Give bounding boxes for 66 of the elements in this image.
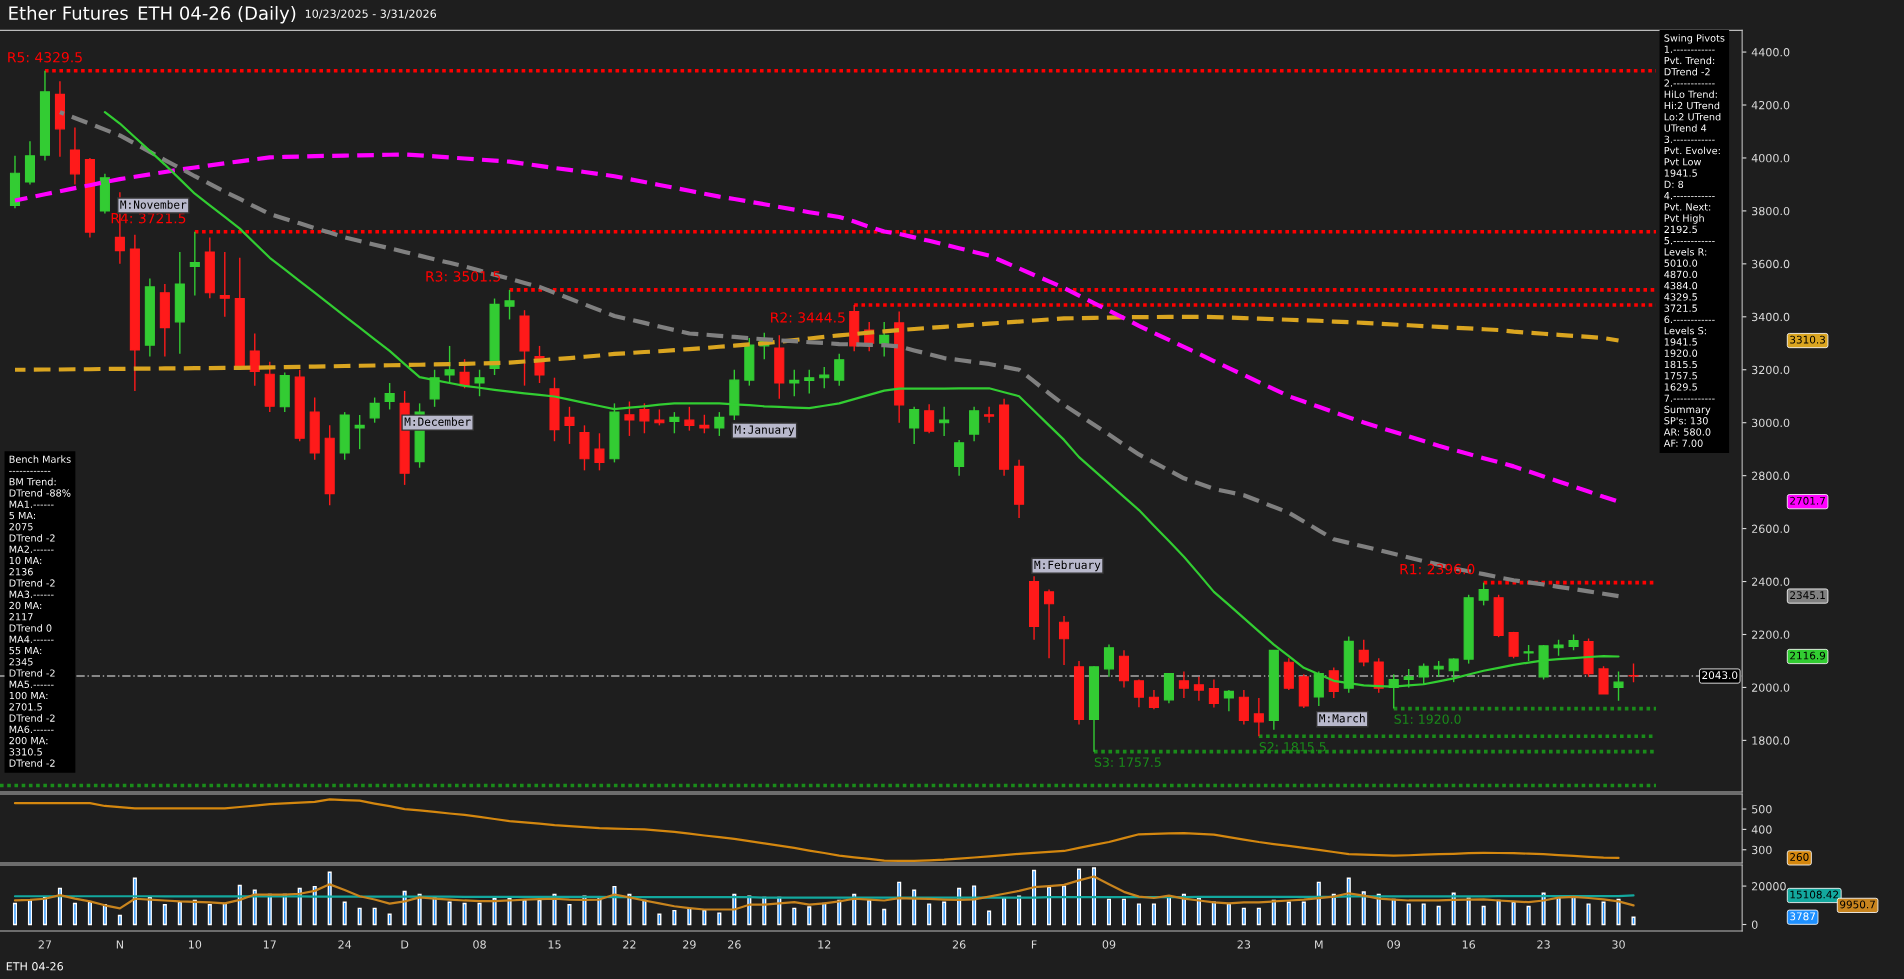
y-tick-label: 4200.0 <box>1751 100 1790 110</box>
ref-line-label: R5: 4329.5 <box>8 51 82 63</box>
y-tick-label: 500 <box>1752 805 1772 814</box>
y-tick-label: 400 <box>1751 825 1772 834</box>
y-tick-label: 3800.0 <box>1752 206 1790 216</box>
x-tick-label: 17 <box>263 940 276 949</box>
ref-line-label: S1: 1920.0 <box>1394 714 1461 724</box>
text: 3310.3 <box>1790 335 1825 344</box>
text: 2116.9 <box>1790 651 1826 660</box>
text: Bench Marks ------------ BM Trend: DTrend -88% MA1.------ 5 MA: 2075 DTrend -2 MA2.------ 10 MA: 2136 DTrend -2 MA3.------ 20 MA: 2117 DTrend 0 MA4.------ 55 MA: 2345 DTrend -2 MA5.------ 100 MA: 2701.5 DTrend -2 MA6.------ 200 MA: 3310.5 DTrend -2 <box>9 455 71 767</box>
text: 260 <box>1790 853 1809 861</box>
annotation: M:January <box>734 425 795 437</box>
text: 9950.7 <box>1840 900 1875 909</box>
x-tick-label: 23 <box>1537 940 1550 949</box>
text: Swing Pivots 1.------------ Pvt. Trend: DTrend -2 2.------------ HiLo Trend: Hi:2 UTrend Lo:2 UTrend UTrend 4 3.------------ Pvt. Evolve: Pvt Low 1941.5 D: 8 4.------------ Pvt. Next: Pvt High 2192.5 5.------------ Levels R: 5010.0 4870.0 4384.0 4329.5 3721.5 6.------------ Levels S: 1941.5 1920.0 1815.5 1757.5 1629.5 7.------------ Summary SP's: 130 AR: 580.0 AF: 7.00 <box>1663 34 1725 447</box>
x-tick-label: 26 <box>952 940 966 949</box>
ref-line-label: R3: 3501.5 <box>426 271 500 282</box>
y-tick-label: 3200.0 <box>1752 365 1790 375</box>
y-tick-label: 2200.0 <box>1752 630 1790 639</box>
x-tick-label: 26 <box>728 940 741 949</box>
x-tick-label: 10 <box>188 940 202 949</box>
x-tick-label: 08 <box>473 940 486 949</box>
text: 10/23/2025 - 3/31/2026 <box>305 9 437 19</box>
chart-title: Ether Futures <box>9 5 128 20</box>
x-tick-label: 09 <box>1387 940 1401 949</box>
ref-line-label: R2: 3444.5 <box>771 312 845 323</box>
ref-line-label: 2043.0 <box>1702 671 1738 680</box>
y-tick-label: 300 <box>1752 845 1772 855</box>
text: 2345.1 <box>1790 591 1825 600</box>
x-tick-label: M <box>1315 940 1323 949</box>
y-tick-label: 2600.0 <box>1752 524 1790 533</box>
x-tick-label: 27 <box>38 940 52 949</box>
y-tick-label: 3400.0 <box>1752 312 1790 322</box>
x-tick-label: N <box>116 940 123 949</box>
x-tick-label: 23 <box>1237 940 1251 949</box>
annotation: M:February <box>1034 560 1101 572</box>
y-tick-label: 2000.0 <box>1752 683 1790 692</box>
text: 15108.42 <box>1790 890 1839 899</box>
y-tick-label: 2800.0 <box>1752 471 1790 481</box>
text: 2701.7 <box>1790 496 1825 505</box>
ref-line-label: S3: 1757.5 <box>1094 757 1161 767</box>
x-tick-label: 29 <box>683 940 696 949</box>
y-tick-label: 2400.0 <box>1752 577 1790 586</box>
y-tick-label: 20000 <box>1752 882 1786 891</box>
x-tick-label: 22 <box>623 940 636 949</box>
text: ETH 04-26 <box>6 962 63 971</box>
y-tick-label: 0 <box>1751 920 1758 929</box>
ref-line-label: R1: 2396.0 <box>1400 563 1475 575</box>
x-tick-label: D <box>401 940 409 949</box>
y-tick-label: 3600.0 <box>1752 259 1790 269</box>
x-tick-label: 15 <box>548 940 561 949</box>
y-tick-label: 1800.0 <box>1752 736 1790 745</box>
y-tick-label: 4000.0 <box>1751 153 1790 163</box>
chart-subtitle: ETH 04-26 (Daily) <box>138 5 296 24</box>
x-tick-label: 30 <box>1612 940 1625 949</box>
x-tick-label: 09 <box>1102 940 1116 949</box>
y-tick-label: 3000.0 <box>1752 418 1790 428</box>
x-tick-label: 24 <box>338 940 352 949</box>
y-tick-label: 4400.0 <box>1751 48 1790 57</box>
annotation: M:December <box>404 417 471 426</box>
annotation: M:November <box>120 200 187 209</box>
text: 3787 <box>1790 912 1815 921</box>
x-tick-label: F <box>1031 940 1037 949</box>
x-tick-label: 12 <box>818 940 831 949</box>
annotation: M:March <box>1319 713 1365 723</box>
x-tick-label: 16 <box>1462 940 1476 949</box>
